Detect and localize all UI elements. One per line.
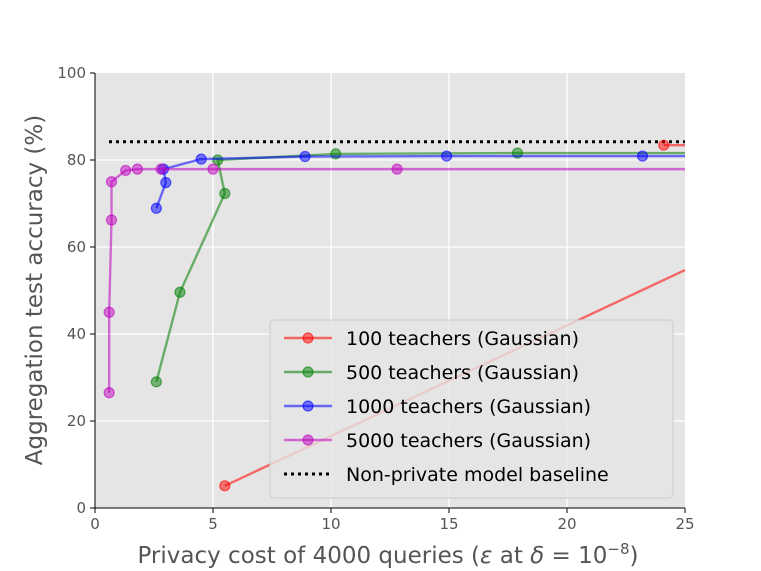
x-tick-label: 25: [675, 515, 694, 533]
x-tick-label: 15: [439, 515, 458, 533]
y-tick-label: 40: [67, 325, 86, 343]
legend-label: 1000 teachers (Gaussian): [346, 396, 591, 418]
data-point: [636, 150, 649, 162]
x-tick-label: 10: [321, 515, 340, 533]
legend-entry: 500 teachers (Gaussian): [284, 362, 579, 384]
legend-marker: [302, 434, 314, 446]
legend-label: Non-private model baseline: [346, 464, 609, 486]
legend-entry: 5000 teachers (Gaussian): [284, 430, 591, 452]
legend-box: [269, 319, 674, 499]
data-point: [150, 202, 162, 214]
data-point: [103, 306, 115, 318]
data-point: [105, 176, 118, 188]
legend-label: 100 teachers (Gaussian): [346, 328, 579, 350]
data-point: [391, 163, 403, 175]
x-tick-label: 20: [557, 515, 576, 533]
legend-entry: Non-private model baseline: [284, 464, 609, 486]
x-tick-label: 0: [90, 515, 100, 533]
x-tick-label: 5: [208, 515, 218, 533]
legend-marker: [302, 332, 314, 344]
data-point: [174, 286, 186, 298]
y-tick-label: 20: [67, 412, 86, 430]
data-point: [219, 480, 231, 492]
data-point: [150, 376, 162, 388]
data-point: [299, 150, 311, 163]
data-point: [103, 387, 115, 399]
legend-marker: [302, 400, 314, 412]
series-layer: [103, 139, 686, 492]
tick-layer: 0 5 10 15 20 25 0 20 40 60 80 100: [57, 64, 694, 533]
legend-entry: 100 teachers (Gaussian): [284, 328, 579, 350]
data-point: [441, 150, 453, 162]
data-point: [155, 163, 167, 175]
data-point: [120, 164, 132, 177]
data-point: [207, 163, 219, 175]
legend-label: 5000 teachers (Gaussian): [346, 430, 591, 452]
legend-entry: 1000 teachers (Gaussian): [284, 396, 591, 418]
y-axis-label: Aggregation test accuracy (%): [22, 115, 48, 465]
x-axis-label: Privacy cost of 4000 queries (ε at δ = 1…: [137, 540, 638, 569]
data-point: [195, 153, 207, 165]
y-tick-label: 80: [67, 151, 86, 169]
data-point: [105, 214, 118, 226]
data-point: [131, 163, 144, 175]
y-tick-label: 0: [76, 499, 86, 517]
data-point: [658, 139, 670, 151]
legend: 100 teachers (Gaussian) 500 teachers (Gau…: [269, 319, 674, 499]
series-line: [107, 167, 685, 393]
legend-label: 500 teachers (Gaussian): [346, 362, 579, 384]
series-3: [103, 163, 685, 399]
data-point: [219, 187, 231, 200]
data-point: [160, 177, 172, 189]
axes: [94, 73, 685, 509]
y-tick-label: 60: [67, 238, 86, 256]
y-tick-label: 100: [57, 64, 86, 82]
legend-marker: [302, 366, 314, 378]
